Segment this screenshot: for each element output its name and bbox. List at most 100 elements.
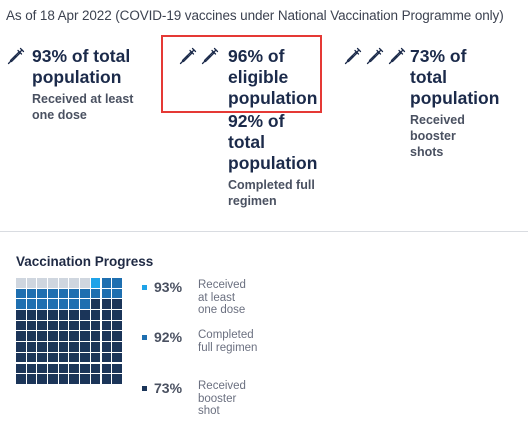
waffle-cell <box>48 342 58 352</box>
legend-item-booster: 73% Received booster shot <box>142 380 252 418</box>
syringe-icon <box>344 47 362 65</box>
waffle-cell <box>69 310 79 320</box>
syringe-icon-group <box>343 46 407 66</box>
waffle-cell <box>80 278 90 288</box>
syringe-icon <box>201 47 219 65</box>
waffle-cell <box>37 352 47 363</box>
stat-booster: 73% of total population Received booster… <box>343 46 513 160</box>
waffle-cell <box>26 320 37 331</box>
waffle-cell <box>80 363 90 373</box>
waffle-cell <box>80 320 90 331</box>
stat-headline: 93% of total population <box>32 46 131 87</box>
legend-percent: 73% <box>154 380 183 396</box>
legend-label: Received at least one dose <box>198 279 246 316</box>
waffle-cell <box>90 299 101 309</box>
waffle-cell <box>16 310 26 320</box>
legend-swatch <box>142 335 147 340</box>
waffle-cell <box>90 278 101 288</box>
waffle-cell <box>90 342 101 352</box>
waffle-cell <box>26 374 37 384</box>
waffle-cell <box>37 363 47 373</box>
waffle-cell <box>80 288 90 299</box>
as-of-note: As of 18 Apr 2022 (COVID-19 vaccines und… <box>6 8 504 23</box>
waffle-cell <box>80 342 90 352</box>
waffle-cell <box>112 374 122 384</box>
waffle-cell <box>90 320 101 331</box>
waffle-cell <box>58 352 69 363</box>
waffle-cell <box>37 374 47 384</box>
waffle-cell <box>112 352 122 363</box>
highlight-box <box>161 35 322 113</box>
waffle-cell <box>90 310 101 320</box>
waffle-cell <box>90 363 101 373</box>
waffle-cell <box>112 320 122 331</box>
waffle-cell <box>16 278 26 288</box>
stat-caption: Received booster shots <box>410 113 465 159</box>
waffle-chart <box>16 278 122 384</box>
waffle-cell <box>69 320 79 331</box>
waffle-cell <box>80 352 90 363</box>
waffle-cell <box>101 331 111 341</box>
waffle-cell <box>16 331 26 341</box>
waffle-cell <box>58 320 69 331</box>
waffle-cell <box>16 363 26 373</box>
waffle-cell <box>48 363 58 373</box>
stat-headline-eligible: 96% of eligible population <box>228 46 318 108</box>
waffle-cell <box>16 288 26 299</box>
waffle-cell <box>26 299 37 309</box>
waffle-cell <box>112 278 122 288</box>
waffle-cell <box>101 342 111 352</box>
waffle-cell <box>101 310 111 320</box>
waffle-cell <box>69 331 79 341</box>
waffle-cell <box>112 342 122 352</box>
stat-caption: Completed full regimen <box>228 178 315 208</box>
waffle-cell <box>48 320 58 331</box>
waffle-cell <box>48 288 58 299</box>
waffle-cell <box>37 342 47 352</box>
legend-item-full-regimen: 92% Completed full regimen <box>142 329 258 354</box>
waffle-cell <box>101 288 111 299</box>
waffle-cell <box>48 278 58 288</box>
legend-swatch <box>142 285 147 290</box>
waffle-cell <box>48 352 58 363</box>
waffle-cell <box>37 288 47 299</box>
waffle-cell <box>26 331 37 341</box>
section-divider <box>0 231 528 232</box>
waffle-cell <box>37 278 47 288</box>
syringe-icon <box>179 47 197 65</box>
waffle-cell <box>58 331 69 341</box>
legend-percent: 93% <box>154 279 183 295</box>
waffle-cell <box>58 363 69 373</box>
waffle-cell <box>101 363 111 373</box>
legend-label: Completed full regimen <box>198 329 258 354</box>
legend-percent: 92% <box>154 329 183 345</box>
waffle-cell <box>58 342 69 352</box>
stat-caption: Received at least one dose <box>32 92 134 122</box>
waffle-cell <box>101 320 111 331</box>
waffle-cell <box>37 299 47 309</box>
waffle-cell <box>26 363 37 373</box>
waffle-cell <box>16 320 26 331</box>
syringe-icon <box>388 47 406 65</box>
waffle-cell <box>80 331 90 341</box>
waffle-cell <box>80 310 90 320</box>
waffle-cell <box>16 299 26 309</box>
waffle-cell <box>58 278 69 288</box>
waffle-cell <box>26 310 37 320</box>
waffle-cell <box>48 299 58 309</box>
waffle-cell <box>69 288 79 299</box>
stat-headline: 73% of total population <box>410 46 500 108</box>
waffle-cell <box>80 299 90 309</box>
waffle-cell <box>58 310 69 320</box>
waffle-cell <box>80 374 90 384</box>
syringe-icon <box>7 47 25 65</box>
waffle-cell <box>58 299 69 309</box>
waffle-cell <box>69 363 79 373</box>
waffle-cell <box>112 288 122 299</box>
waffle-cell <box>69 342 79 352</box>
syringe-icon <box>366 47 384 65</box>
syringe-icon-group <box>178 46 220 66</box>
legend-label: Received booster shot <box>198 380 246 417</box>
waffle-cell <box>16 374 26 384</box>
waffle-cell <box>112 299 122 309</box>
